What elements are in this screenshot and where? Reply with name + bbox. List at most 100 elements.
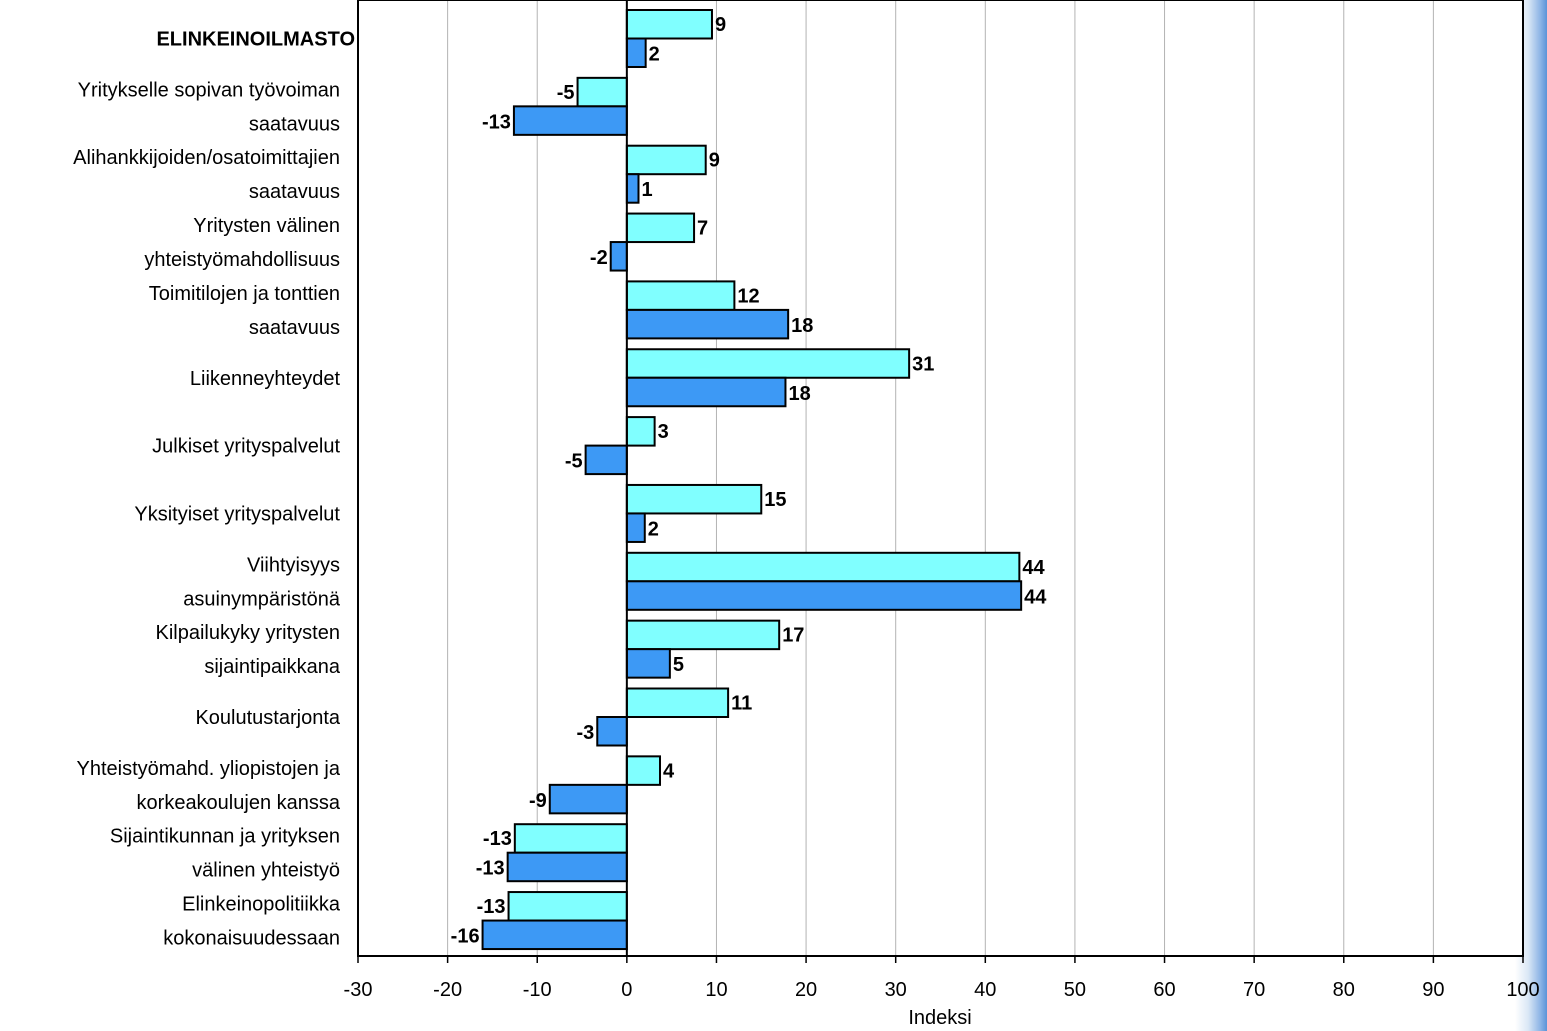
plot-area [358,0,1523,956]
category-label: Sijaintikunnan ja yrityksen [110,826,340,848]
bar [548,783,628,815]
bar [609,241,628,272]
plot-border [357,0,1524,957]
bar [625,280,736,311]
bar [625,687,730,718]
category-label: Alihankkijoiden/osatoimittajien [73,147,340,169]
bar [625,212,696,244]
bar [625,348,911,379]
category-label: asuinympäristönä [183,588,341,610]
x-tick-label: -30 [344,979,373,1001]
data-label: -2 [590,247,608,269]
data-label: -13 [483,828,512,850]
category-label: ELINKEINOILMASTO [156,29,355,51]
category-label: korkeakoulujen kanssa [137,792,341,814]
x-tick-label: 50 [1064,979,1086,1001]
category-label: sijaintipaikkana [204,656,341,678]
category-label: Yritysten välinen [193,215,340,237]
x-axis-title: Indeksi [908,1007,971,1029]
category-label: Toimitilojen ja tonttien [149,283,340,305]
bar [596,716,628,747]
data-labels: 9 -5 9 7 12 31 3 15 44 17 11 4 -13 -13 2 -13 1 -2 18 18 -5 2 4… [451,14,1048,948]
x-tick-label: 80 [1333,979,1355,1001]
category-labels: ELINKEINOILMASTO Yritykselle sopivan työv… [73,29,355,950]
category-label: saatavuus [249,113,340,135]
data-label: 11 [731,693,752,715]
bar [625,308,790,340]
bar [506,851,628,883]
bar [625,376,787,408]
data-label: -13 [476,858,505,880]
data-label: 5 [673,654,684,676]
data-label: 31 [912,353,934,375]
data-label: -5 [565,451,583,473]
category-label: kokonaisuudessaan [163,928,340,950]
data-label: -9 [529,790,547,812]
data-label: 3 [658,421,669,443]
bar [625,512,646,543]
category-label: saatavuus [249,317,340,339]
x-tick-labels: -30 -20 -10 0 10 20 30 40 50 60 70 80 90 100 [344,956,1540,1001]
data-label: 9 [715,14,726,36]
x-tick-label: 0 [621,979,632,1001]
category-label: Viihtyisyys [247,554,340,576]
data-label: 12 [737,285,759,307]
data-label: -13 [482,111,511,133]
bar [625,173,640,204]
data-label: 1 [641,179,652,201]
bar [625,144,707,176]
category-label: välinen yhteistyö [192,860,340,882]
bar [481,919,628,951]
bar [625,9,713,40]
data-label: -16 [451,926,480,948]
x-tick-label: -20 [433,979,462,1001]
category-label: saatavuus [249,181,340,203]
data-label: 18 [788,383,810,405]
data-label: 15 [764,489,786,511]
bar [576,76,628,108]
bar [625,580,1023,611]
bar [625,37,647,68]
bar [625,551,1021,583]
data-label: 18 [791,315,813,337]
bar [625,483,763,515]
x-tick-label: 60 [1153,979,1175,1001]
data-label: 17 [782,625,804,647]
bar [625,755,662,786]
x-tick-label: 90 [1422,979,1444,1001]
bar [625,648,671,679]
data-label: 2 [648,518,659,540]
x-tick-label: -10 [523,979,552,1001]
data-label: -5 [557,82,575,104]
bar [507,891,628,922]
category-label: Liikenneyhteydet [190,368,341,390]
x-tick-label: 100 [1506,979,1539,1001]
category-label: Elinkeinopolitiikka [182,894,341,916]
category-label: Julkiset yrityspalvelut [152,436,340,458]
data-label: -13 [477,896,506,918]
x-tick-label: 70 [1243,979,1265,1001]
bar [512,105,628,136]
data-label: 44 [1024,586,1047,608]
x-tick-label: 30 [885,979,907,1001]
data-label: 7 [697,218,708,240]
data-label: 44 [1022,557,1045,579]
x-tick-label: 40 [974,979,996,1001]
x-tick-label: 10 [705,979,727,1001]
data-label: 4 [663,760,675,782]
category-label: Yritykselle sopivan työvoiman [78,79,340,101]
x-tick-label: 20 [795,979,817,1001]
data-label: -3 [576,722,594,744]
plot-frame [357,0,1524,957]
category-label: yhteistyömahdollisuus [144,249,340,271]
bar [625,416,656,447]
category-label: Yhteistyömahd. yliopistojen ja [77,758,341,780]
category-label: Kilpailukyky yritysten [155,622,340,644]
bar [625,619,781,651]
data-label: 9 [709,150,720,172]
category-label: Koulutustarjonta [195,707,340,729]
category-label: Yksityiset yrityspalvelut [134,503,340,525]
bar [584,444,628,476]
bar [513,823,628,854]
